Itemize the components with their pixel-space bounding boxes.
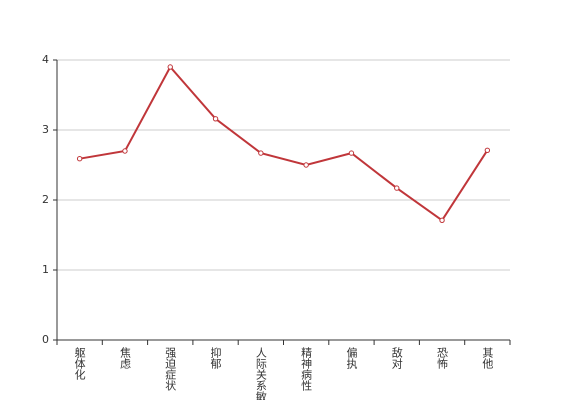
point <box>348 150 355 156</box>
y-tick-label: 4 <box>42 53 49 66</box>
x-tick-label: 敌对 <box>390 346 403 369</box>
point <box>439 217 445 224</box>
point <box>167 64 173 70</box>
y-tick-label: 3 <box>42 123 49 136</box>
point <box>303 162 309 168</box>
x-tick-label: 精神病性 <box>300 347 313 392</box>
point <box>484 147 491 154</box>
y-tick-label: 2 <box>42 193 49 206</box>
y-tick-label: 1 <box>42 263 49 276</box>
x-tick-label: 恐怖 <box>436 347 449 369</box>
point <box>258 150 264 156</box>
x-tick-label: 偏执 <box>345 346 358 370</box>
y-tick-label: 0 <box>42 333 49 346</box>
x-tick-label: 抑郁 <box>209 346 222 369</box>
x-tick-label: 强迫症状 <box>164 347 177 391</box>
point <box>76 156 83 162</box>
x-tick-label: 焦虑 <box>118 347 131 369</box>
x-tick-label: 躯体化 <box>73 347 86 381</box>
x-tick-label: 人际关系敏感 <box>254 347 267 400</box>
point <box>122 148 128 154</box>
line <box>79 65 489 222</box>
x-tick-label: 其他 <box>481 347 494 369</box>
point <box>212 116 219 122</box>
point <box>394 185 400 191</box>
